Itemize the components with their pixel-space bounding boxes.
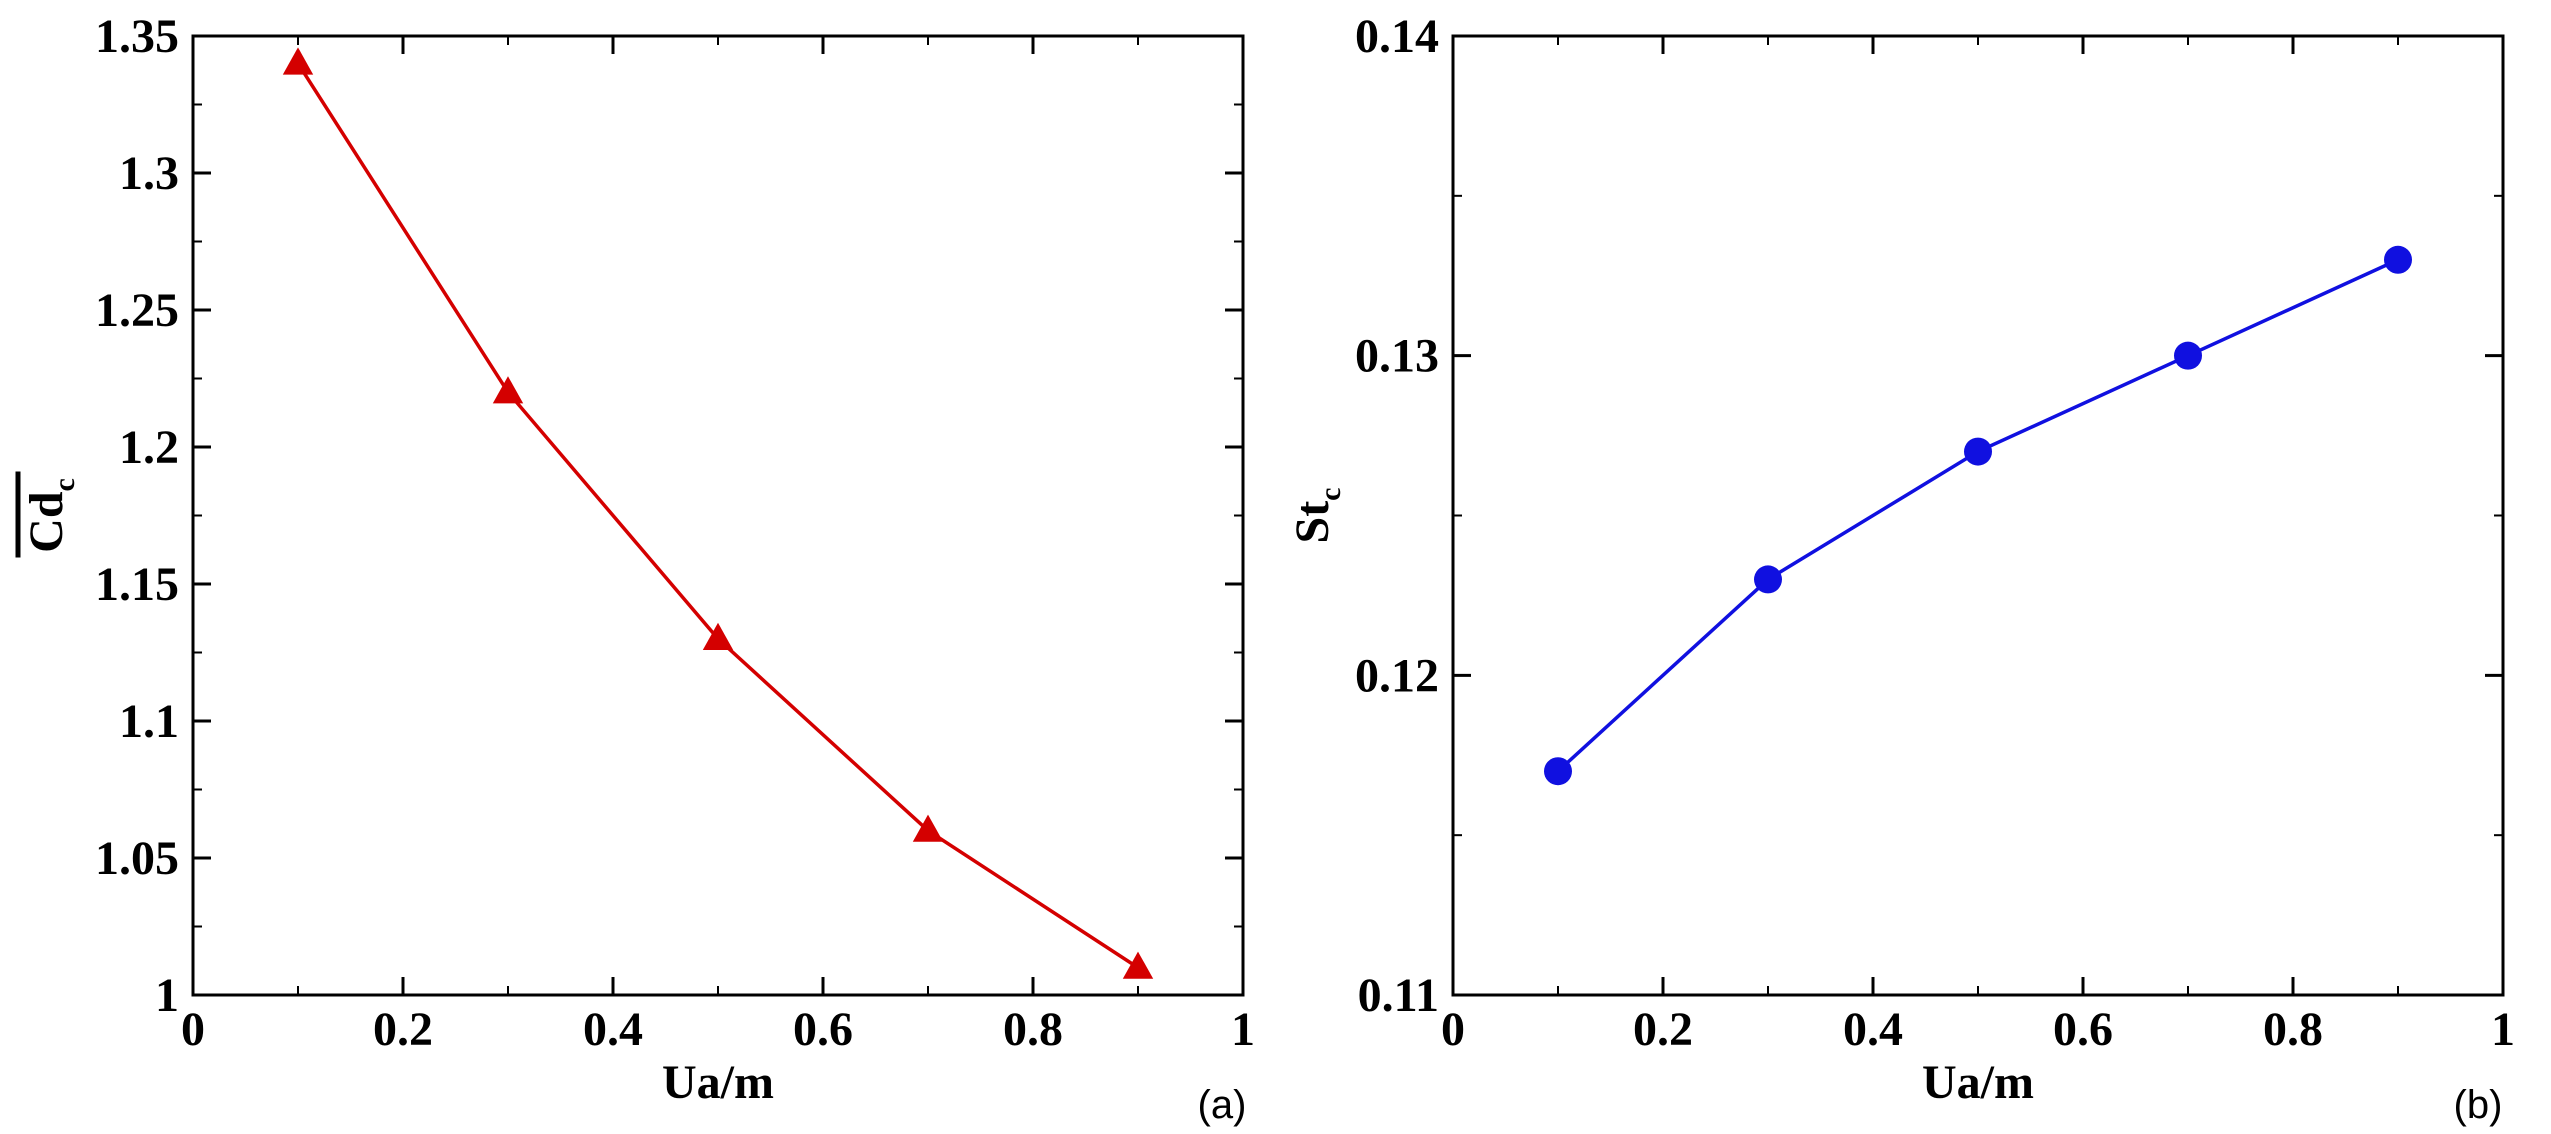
y-tick-label: 1 xyxy=(155,969,179,1022)
plot-frame xyxy=(191,34,1245,997)
x-tick-label: 0.4 xyxy=(1843,1003,1903,1056)
y-tick-label: 0.12 xyxy=(1355,649,1439,702)
y-axis-title-main: Cd xyxy=(20,491,73,553)
x-tick-label: 0.8 xyxy=(2263,1003,2323,1056)
y-tick-label: 1.15 xyxy=(95,558,179,611)
data-point-circle xyxy=(1544,757,1572,786)
data-point-circle xyxy=(2384,245,2412,274)
y-tick-label: 0.11 xyxy=(1358,969,1439,1022)
data-point-circle xyxy=(2174,341,2202,370)
panel-label: (b) xyxy=(2454,1083,2503,1127)
chart-panel-a: 0 0.2 0.4 0.6 0.8 1 1 1.05 1.1 1.15 1.2 1.25 1.3 1.35… xyxy=(15,10,1255,1127)
y-tick-label: 1.05 xyxy=(95,832,179,885)
y-axis-title-text: Stc xyxy=(1286,487,1347,543)
y-axis-title-subscript: c xyxy=(1314,487,1347,500)
y-tick-label: 1.25 xyxy=(95,284,179,337)
x-tick-label: 1 xyxy=(2491,1003,2515,1056)
x-tick-label: 0.2 xyxy=(1633,1003,1693,1056)
panel-label: (a) xyxy=(1198,1083,1247,1127)
data-point-triangle xyxy=(912,814,944,842)
y-tick-label: 1.3 xyxy=(119,147,179,200)
y-axis-title: Cdc xyxy=(15,471,81,558)
y-axis-title-subscript: c xyxy=(48,478,81,491)
x-tick-label: 0.4 xyxy=(583,1003,643,1056)
y-tick-label: 0.14 xyxy=(1355,10,1439,63)
data-point-triangle xyxy=(492,376,524,404)
data-point-circle xyxy=(1754,565,1782,594)
series-line xyxy=(1556,258,2399,773)
y-axis-title-main: St xyxy=(1286,501,1339,544)
data-point-triangle xyxy=(702,622,734,650)
chart-panel-b: 0 0.2 0.4 0.6 0.8 1 0.11 0.12 0.13 0.14 Ua/m Stc (b) xyxy=(1286,10,2515,1127)
x-tick-label: 1 xyxy=(1231,1003,1255,1056)
y-tick-label: 1.2 xyxy=(119,421,179,474)
data-point-circle xyxy=(1964,437,1992,466)
x-tick-label: 0 xyxy=(181,1003,205,1056)
y-axis-title: Stc xyxy=(1286,487,1347,543)
x-axis-title: Ua/m xyxy=(662,1056,774,1109)
series-line xyxy=(296,62,1139,970)
y-tick-label: 0.13 xyxy=(1355,330,1439,383)
x-tick-label: 0.6 xyxy=(793,1003,853,1056)
x-axis-title: Ua/m xyxy=(1922,1056,2034,1109)
data-point-triangle xyxy=(282,47,314,75)
x-tick-label: 0.2 xyxy=(373,1003,433,1056)
x-tick-label: 0.8 xyxy=(1003,1003,1063,1056)
data-point-triangle xyxy=(1122,951,1154,979)
x-tick-label: 0 xyxy=(1441,1003,1465,1056)
plot-frame xyxy=(1451,34,2505,997)
y-axis-title-text: Cdc xyxy=(20,478,81,553)
y-tick-label: 1.35 xyxy=(95,10,179,63)
y-tick-label: 1.1 xyxy=(119,695,179,748)
x-tick-label: 0.6 xyxy=(2053,1003,2113,1056)
